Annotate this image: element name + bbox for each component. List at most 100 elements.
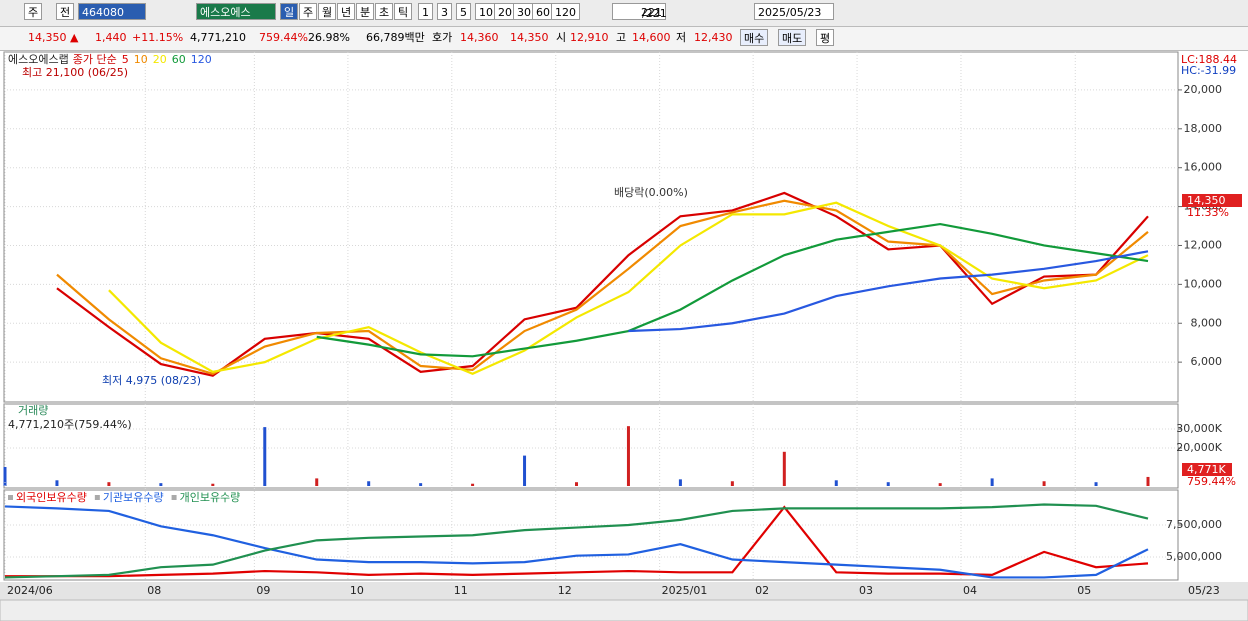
y-tick-label: 6,000 — [1191, 355, 1223, 368]
x-tick-label: 09 — [256, 584, 270, 597]
period[interactable]: 초 — [375, 3, 394, 20]
code[interactable]: 464080 — [78, 3, 146, 20]
x-tick-label: 02 — [755, 584, 769, 597]
date[interactable]: 2025/05/23 — [754, 3, 834, 20]
period[interactable]: 년 — [337, 3, 356, 20]
open-label: 시 — [556, 31, 567, 44]
prev[interactable]: 전 — [56, 3, 75, 20]
sell-button[interactable]: 매도 — [778, 29, 807, 46]
volume-ratio: 759.44% — [259, 31, 308, 44]
legend-entry: 10 — [134, 53, 148, 66]
legend-swatch — [171, 495, 177, 500]
interval[interactable]: 120 — [551, 3, 580, 20]
volume-bar — [1094, 482, 1098, 486]
buy-button[interactable]: 매수 — [740, 29, 769, 46]
volume-bar — [419, 483, 423, 486]
total: /221 — [642, 7, 667, 20]
volume-bar — [938, 483, 942, 486]
scroll-bar[interactable] — [0, 599, 1248, 621]
volume-bar — [782, 451, 786, 486]
high-label: 최고 21,100 (06/25) — [22, 66, 128, 79]
period[interactable]: 분 — [356, 3, 375, 20]
volume-bar — [3, 467, 7, 486]
y-tick-label: 5,000,000 — [1166, 550, 1222, 563]
series-line — [316, 222, 1149, 358]
x-tick-label: 04 — [963, 584, 977, 597]
x-tick-label: 12 — [558, 584, 572, 597]
bid-label: 호가 — [432, 31, 453, 44]
x-tick-label: 2025/01 — [662, 584, 708, 597]
x-tick-label: 08 — [147, 584, 161, 597]
period[interactable]: 월 — [318, 3, 337, 20]
price-pane — [3, 51, 1179, 403]
interval[interactable]: 1 — [418, 3, 433, 20]
legend-swatch — [94, 495, 100, 500]
bid: 14,350 — [510, 31, 549, 44]
x-tick-label: 10 — [350, 584, 364, 597]
period[interactable]: 주 — [299, 3, 318, 20]
period[interactable]: 일 — [280, 3, 299, 20]
chart: 20,00018,00016,00014,00012,00010,0008,00… — [0, 51, 1248, 621]
volume-bar — [886, 482, 890, 486]
high-label: 고 — [616, 31, 627, 44]
count[interactable]: 221 — [612, 3, 666, 20]
avg-button[interactable]: 평 — [816, 29, 835, 46]
volume-bar — [1146, 476, 1150, 486]
x-tick-label: 03 — [859, 584, 873, 597]
last-volume: 4,771K — [1187, 463, 1226, 476]
toolbar: 주 전 464080 에스오에스 일 주 월 년 분 초 틱 1 3 5 10 20 30 60 120 2… — [0, 0, 1248, 27]
series-line — [628, 250, 1149, 333]
volume-bar — [730, 481, 734, 486]
legend-entry: 120 — [191, 53, 212, 66]
volume: 4,771,210 — [190, 31, 246, 44]
volume-bar — [626, 426, 630, 486]
low-label: 저 — [676, 31, 687, 44]
series-line — [56, 191, 1149, 377]
series-line — [108, 201, 1149, 376]
legend-entry: 개인보유수량 — [180, 491, 241, 504]
y-tick-label: 10,000 — [1184, 277, 1223, 290]
interval[interactable]: 3 — [437, 3, 452, 20]
volume-bar — [990, 478, 994, 486]
legend-entry: 60 — [172, 53, 186, 66]
volume-bar — [575, 482, 578, 486]
legend-swatch — [8, 495, 13, 500]
y-tick-label: 7,500,000 — [1166, 518, 1222, 531]
subtitle: 종가 단순 — [73, 53, 117, 66]
x-tick-label: 11 — [454, 584, 468, 597]
y-tick-label: 16,000 — [1184, 161, 1223, 174]
volume-subtitle: 4,771,210주(759.44%) — [8, 418, 132, 431]
chart-title: 에스오에스랩 — [8, 53, 69, 66]
interval[interactable]: 30 — [513, 3, 535, 20]
market[interactable]: 주 — [24, 3, 43, 20]
last-volume-box — [1182, 463, 1232, 476]
volume-bar — [159, 483, 163, 486]
y-tick-label: 20,000K — [1176, 441, 1222, 454]
volume-bar — [834, 480, 838, 486]
change-pct: +11.15% — [132, 31, 184, 44]
volume-bar — [211, 483, 215, 486]
legend: 에스오에스랩 종가 단순 5 10 20 60 120 — [8, 53, 212, 66]
series-line — [5, 505, 1149, 578]
quote-bar: 14,350 ▲ 1,440 +11.15% 4,771,210 759.44%… — [0, 27, 1248, 51]
series-line — [4, 505, 1149, 579]
volume-bar — [315, 478, 319, 486]
y-tick-label: 30,000K — [1176, 422, 1222, 435]
turnover: 26.98% — [308, 31, 350, 44]
interval[interactable]: 20 — [494, 3, 516, 20]
legend-entry: 기관보유수량 — [103, 491, 164, 504]
y-tick-label: 8,000 — [1191, 316, 1223, 329]
lc-label: LC:188.44 — [1181, 53, 1237, 66]
volume-bar — [678, 479, 682, 486]
last-ratio: 759.44% — [1187, 475, 1236, 488]
stock-name[interactable]: 에스오에스 — [196, 3, 276, 20]
interval[interactable]: 5 — [456, 3, 471, 20]
period[interactable]: 틱 — [394, 3, 413, 20]
last-price: 14,350 — [1187, 194, 1226, 207]
price: 14,350 ▲ — [28, 31, 79, 44]
ask: 14,360 — [460, 31, 499, 44]
last-change: 11.33% — [1187, 206, 1229, 219]
last-price-box — [1182, 194, 1242, 207]
change: 1,440 — [95, 31, 127, 44]
